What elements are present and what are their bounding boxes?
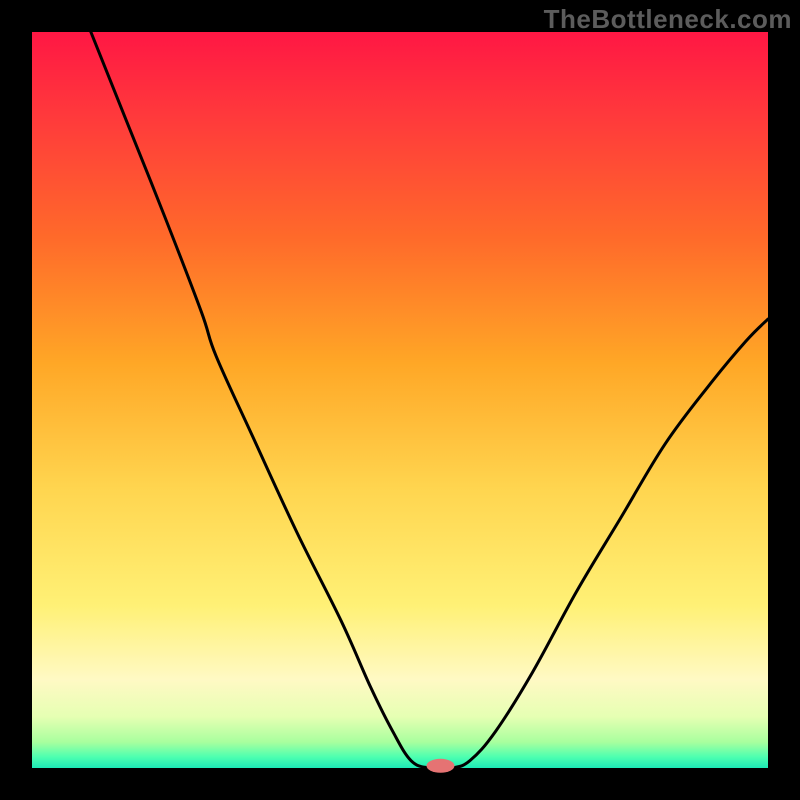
watermark-text: TheBottleneck.com: [544, 4, 792, 35]
bottleneck-chart: [0, 0, 800, 800]
optimal-marker: [426, 759, 454, 773]
chart-container: TheBottleneck.com: [0, 0, 800, 800]
plot-gradient-background: [32, 32, 768, 768]
